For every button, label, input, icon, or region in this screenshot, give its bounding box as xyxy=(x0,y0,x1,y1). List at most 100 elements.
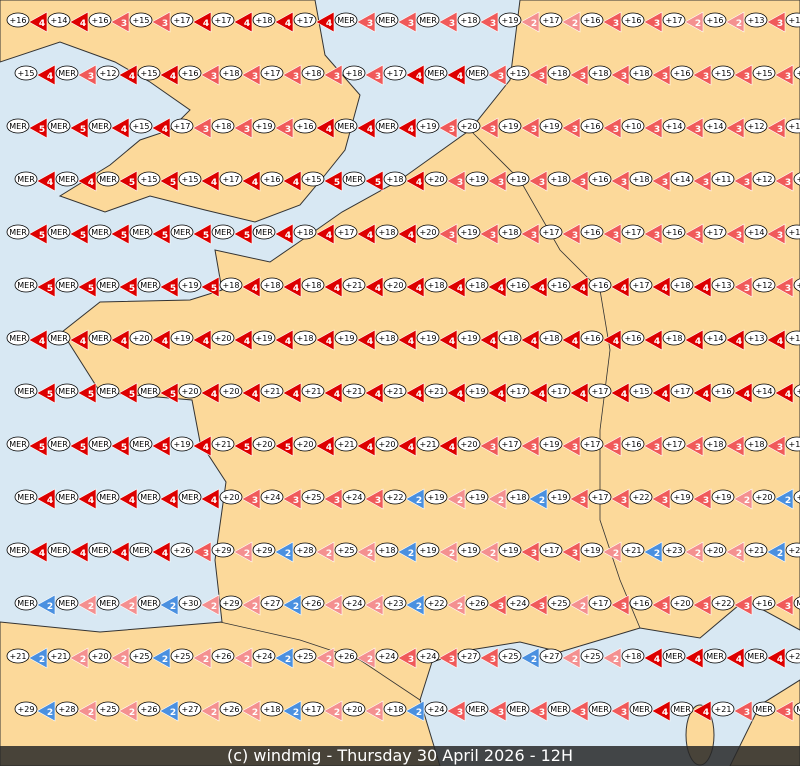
temperature-marker[interactable] xyxy=(785,118,800,134)
temperature-marker[interactable] xyxy=(547,171,571,187)
sea-marker[interactable] xyxy=(129,224,153,240)
temperature-marker[interactable] xyxy=(178,383,202,399)
temperature-marker[interactable] xyxy=(539,330,563,346)
temperature-marker[interactable] xyxy=(629,383,653,399)
temperature-marker[interactable] xyxy=(342,277,366,293)
temperature-marker[interactable] xyxy=(498,118,522,134)
temperature-marker[interactable] xyxy=(744,330,768,346)
sea-marker[interactable] xyxy=(47,542,71,558)
temperature-marker[interactable] xyxy=(670,383,694,399)
temperature-marker[interactable] xyxy=(424,171,448,187)
sea-marker[interactable] xyxy=(137,489,161,505)
sea-marker[interactable] xyxy=(55,383,79,399)
temperature-marker[interactable] xyxy=(703,118,727,134)
temperature-marker[interactable] xyxy=(293,118,317,134)
temperature-marker[interactable] xyxy=(301,277,325,293)
sea-marker[interactable] xyxy=(55,65,79,81)
temperature-marker[interactable] xyxy=(752,277,776,293)
temperature-marker[interactable] xyxy=(711,489,735,505)
temperature-marker[interactable] xyxy=(260,171,284,187)
temperature-marker[interactable] xyxy=(703,436,727,452)
temperature-marker[interactable] xyxy=(703,330,727,346)
temperature-marker[interactable] xyxy=(465,383,489,399)
sea-marker[interactable] xyxy=(744,648,768,664)
temperature-marker[interactable] xyxy=(334,542,358,558)
temperature-marker[interactable] xyxy=(375,330,399,346)
sea-marker[interactable] xyxy=(129,542,153,558)
temperature-marker[interactable] xyxy=(621,12,645,28)
temperature-marker[interactable] xyxy=(703,12,727,28)
temperature-marker[interactable] xyxy=(752,595,776,611)
sea-marker[interactable] xyxy=(334,118,358,134)
temperature-marker[interactable] xyxy=(465,595,489,611)
temperature-marker[interactable] xyxy=(580,542,604,558)
sea-marker[interactable] xyxy=(670,701,694,717)
temperature-marker[interactable] xyxy=(588,171,612,187)
temperature-marker[interactable] xyxy=(547,277,571,293)
temperature-marker[interactable] xyxy=(416,224,440,240)
sea-marker[interactable] xyxy=(137,595,161,611)
temperature-marker[interactable] xyxy=(170,648,194,664)
temperature-marker[interactable] xyxy=(178,65,202,81)
temperature-marker[interactable] xyxy=(580,118,604,134)
temperature-marker[interactable] xyxy=(211,12,235,28)
temperature-marker[interactable] xyxy=(793,384,800,398)
temperature-marker[interactable] xyxy=(580,224,604,240)
temperature-marker[interactable] xyxy=(383,595,407,611)
temperature-marker[interactable] xyxy=(457,542,481,558)
sea-marker[interactable] xyxy=(465,701,489,717)
temperature-marker[interactable] xyxy=(785,330,800,346)
sea-marker[interactable] xyxy=(14,595,38,611)
temperature-marker[interactable] xyxy=(137,701,161,717)
temperature-marker[interactable] xyxy=(301,595,325,611)
sea-marker[interactable] xyxy=(6,118,30,134)
temperature-marker[interactable] xyxy=(621,330,645,346)
sea-marker[interactable] xyxy=(662,648,686,664)
temperature-marker[interactable] xyxy=(580,330,604,346)
sea-marker[interactable] xyxy=(88,118,112,134)
sea-marker[interactable] xyxy=(752,701,776,717)
temperature-marker[interactable] xyxy=(88,648,112,664)
temperature-marker[interactable] xyxy=(785,12,800,28)
sea-marker[interactable] xyxy=(6,224,30,240)
sea-marker[interactable] xyxy=(703,648,727,664)
sea-marker[interactable] xyxy=(137,277,161,293)
temperature-marker[interactable] xyxy=(547,489,571,505)
temperature-marker[interactable] xyxy=(506,65,530,81)
temperature-marker[interactable] xyxy=(293,12,317,28)
temperature-marker[interactable] xyxy=(457,12,481,28)
temperature-marker[interactable] xyxy=(416,648,440,664)
temperature-marker[interactable] xyxy=(465,277,489,293)
temperature-marker[interactable] xyxy=(752,383,776,399)
temperature-marker[interactable] xyxy=(588,65,612,81)
temperature-marker[interactable] xyxy=(178,171,202,187)
temperature-marker[interactable] xyxy=(301,171,325,187)
temperature-marker[interactable] xyxy=(170,118,194,134)
temperature-marker[interactable] xyxy=(219,489,243,505)
temperature-marker[interactable] xyxy=(342,701,366,717)
temperature-marker[interactable] xyxy=(14,701,38,717)
temperature-marker[interactable] xyxy=(293,224,317,240)
temperature-marker[interactable] xyxy=(621,542,645,558)
sea-marker[interactable] xyxy=(47,436,71,452)
temperature-marker[interactable] xyxy=(252,648,276,664)
temperature-marker[interactable] xyxy=(629,65,653,81)
temperature-marker[interactable] xyxy=(670,65,694,81)
temperature-marker[interactable] xyxy=(383,277,407,293)
temperature-marker[interactable] xyxy=(547,65,571,81)
temperature-marker[interactable] xyxy=(457,648,481,664)
temperature-marker[interactable] xyxy=(703,224,727,240)
temperature-marker[interactable] xyxy=(293,436,317,452)
temperature-marker[interactable] xyxy=(744,12,768,28)
sea-marker[interactable] xyxy=(6,330,30,346)
sea-marker[interactable] xyxy=(334,12,358,28)
sea-marker[interactable] xyxy=(416,12,440,28)
temperature-marker[interactable] xyxy=(170,12,194,28)
temperature-marker[interactable] xyxy=(588,489,612,505)
temperature-marker[interactable] xyxy=(580,648,604,664)
temperature-marker[interactable] xyxy=(498,224,522,240)
temperature-marker[interactable] xyxy=(383,701,407,717)
temperature-marker[interactable] xyxy=(506,489,530,505)
temperature-marker[interactable] xyxy=(670,171,694,187)
temperature-marker[interactable] xyxy=(416,330,440,346)
